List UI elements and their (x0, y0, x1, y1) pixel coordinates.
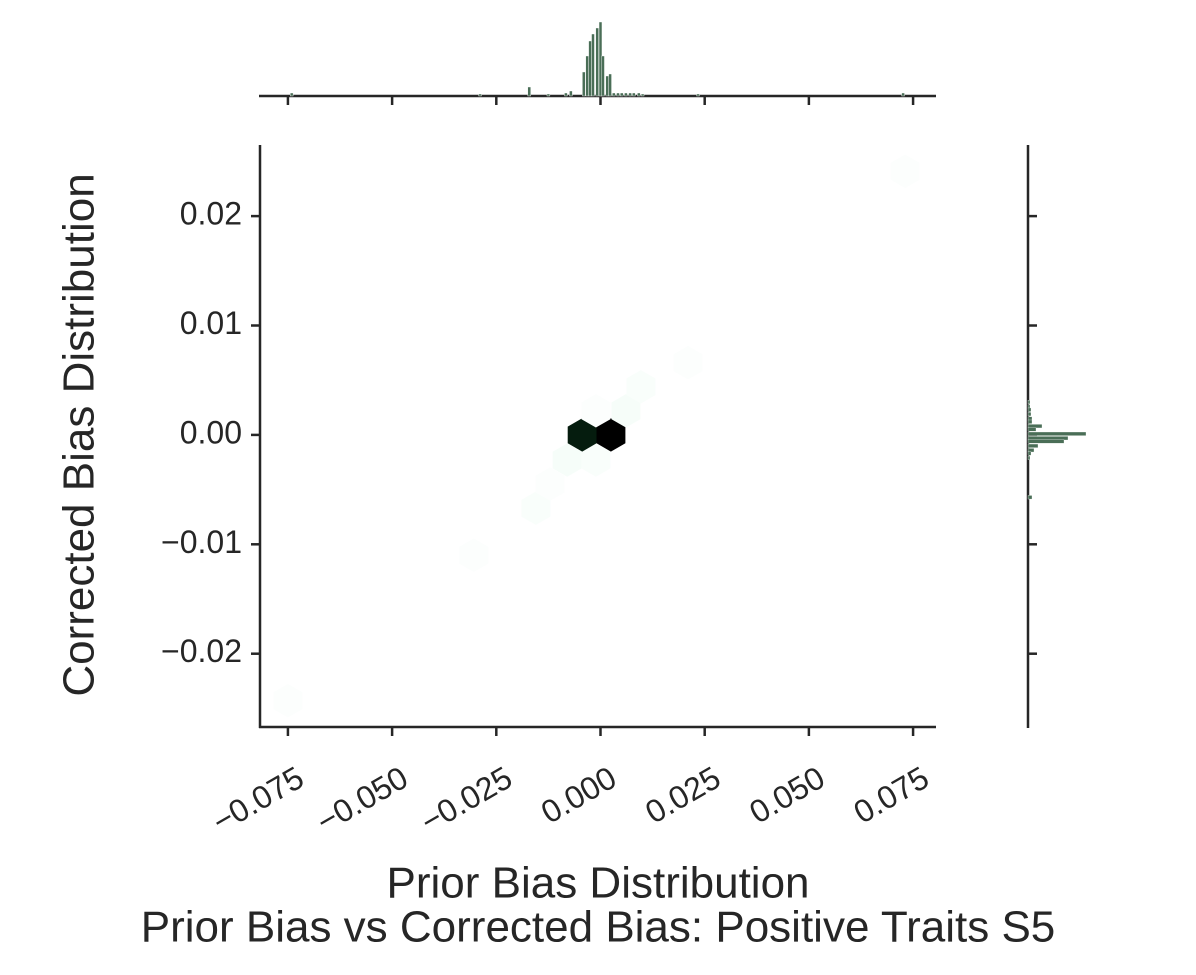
x-tick-label: −0.025 (415, 759, 519, 840)
right-hist-bar (1027, 412, 1032, 417)
top-hist-bar (624, 92, 628, 97)
top-hist-bar (564, 92, 568, 97)
top-hist-bar (585, 55, 589, 97)
hexbin (596, 418, 626, 452)
hexbin (581, 394, 611, 428)
hexbin (459, 538, 489, 572)
hexbin (673, 346, 703, 380)
right-hist-bar (1027, 451, 1032, 456)
top-hist-bar (696, 93, 700, 97)
top-hist-bar (612, 92, 616, 97)
y-axis-label: Corrected Bias Distribution (55, 173, 104, 696)
axes-frame (258, 94, 1030, 729)
top-hist-bar (290, 92, 294, 97)
top-hist-bar (605, 75, 609, 97)
top-hist-bar (591, 33, 595, 97)
hexbin (611, 394, 641, 428)
top-hist-bar (601, 55, 605, 97)
hexbin (552, 443, 582, 477)
top-hist-bar (527, 86, 531, 97)
right-hist-bar (1027, 416, 1033, 421)
x-tick-label: −0.050 (310, 759, 414, 840)
y-tick-label: −0.02 (161, 633, 242, 669)
y-tick-label: −0.01 (161, 524, 242, 560)
y-tick-label: 0.00 (180, 414, 242, 450)
right-hist-bar (1027, 455, 1031, 460)
top-hist-bar (616, 92, 620, 97)
right-hist-bar (1027, 495, 1033, 500)
top-hist-bar (901, 92, 905, 97)
top-hist-bar (620, 92, 624, 97)
top-hist-bar (595, 27, 599, 97)
y-tick-label: 0.02 (180, 196, 242, 232)
hexbin (273, 684, 303, 718)
hexbin (581, 443, 611, 477)
right-hist-bar (1027, 443, 1039, 448)
right-hist-bar (1027, 436, 1069, 441)
hexbin (626, 370, 656, 404)
top-hist-bar (637, 92, 641, 97)
x-axis-label: Prior Bias Distribution (386, 859, 809, 908)
hexbin (890, 154, 920, 188)
top-hist-bar (588, 40, 592, 97)
top-hist-bar (608, 73, 612, 97)
top-hist-bar (582, 71, 586, 97)
hexbin (535, 467, 565, 501)
hexbin (567, 418, 597, 452)
top-hist-bar (640, 93, 645, 97)
x-tick-label: 0.050 (743, 759, 830, 830)
x-tick-label: −0.075 (206, 759, 310, 840)
right-hist-bar (1027, 431, 1087, 436)
chart-title: Prior Bias vs Corrected Bias: Positive T… (141, 903, 1056, 952)
hexbin (521, 491, 551, 525)
top-hist-bar (546, 93, 551, 97)
right-hist-bar (1027, 419, 1033, 424)
x-tick-label: 0.000 (535, 759, 622, 830)
x-tick-label: 0.025 (639, 759, 726, 830)
y-tick-label: 0.01 (180, 305, 242, 341)
right-hist-bar (1027, 427, 1037, 432)
right-hist-bar (1027, 400, 1031, 405)
right-hist-bar (1027, 404, 1031, 409)
right-hist-bar (1027, 424, 1043, 429)
top-hist-bar (632, 92, 636, 97)
right-hist-bar (1027, 407, 1032, 412)
top-hist-bar (628, 92, 632, 97)
right-hist-bar (1027, 448, 1035, 453)
x-tick-label: 0.075 (847, 759, 934, 830)
right-hist-bar (1027, 439, 1065, 444)
top-hist-bar (569, 90, 573, 97)
top-hist-bar (478, 93, 482, 97)
